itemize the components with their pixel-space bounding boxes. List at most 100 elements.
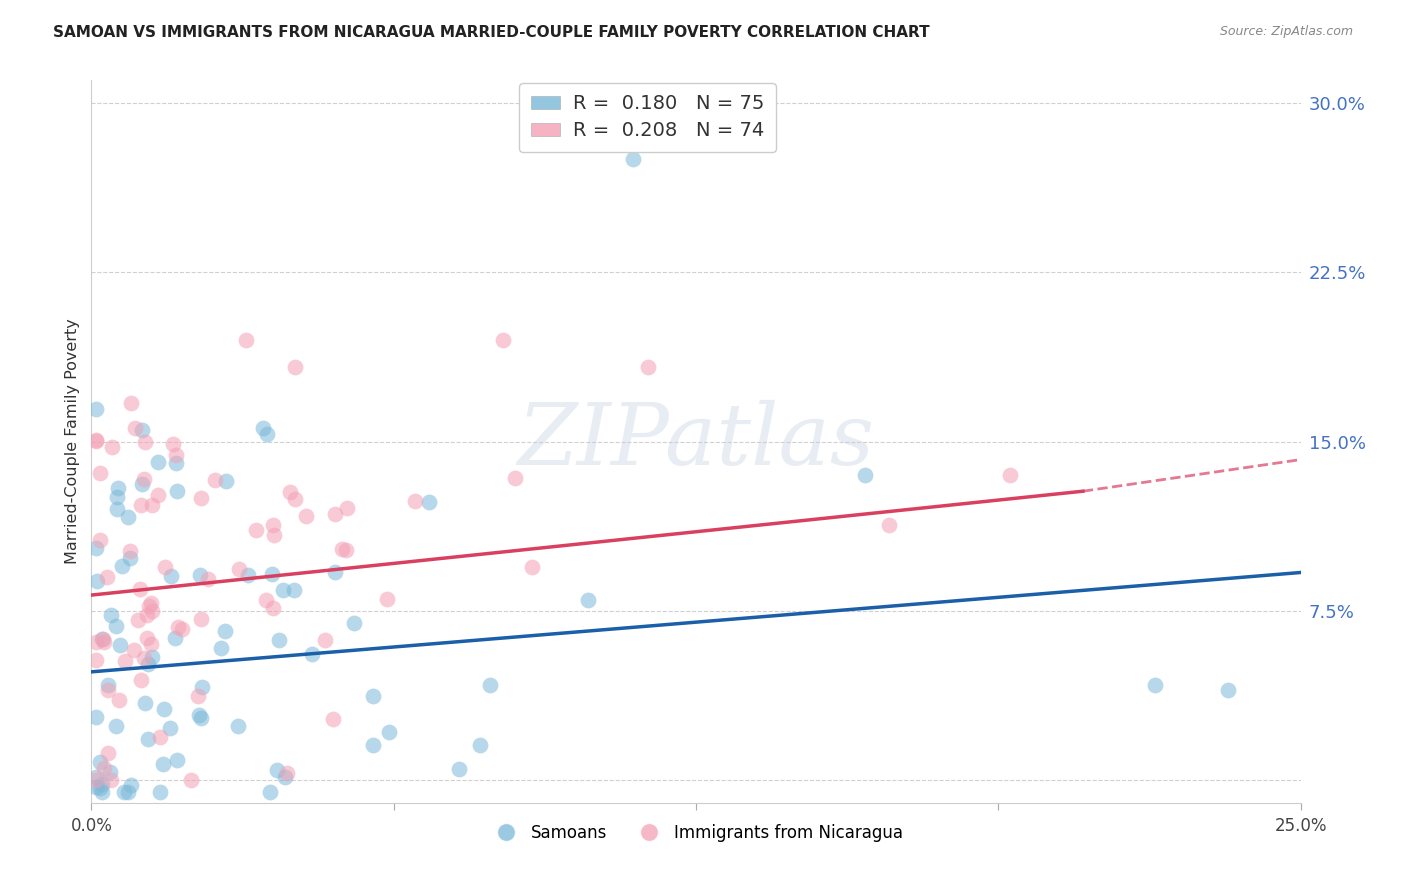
Point	[117, 510, 139, 524]
Point	[301, 647, 323, 661]
Point	[447, 762, 470, 776]
Point	[267, 632, 290, 647]
Point	[361, 738, 384, 752]
Point	[131, 423, 153, 437]
Point	[89, 756, 111, 770]
Point	[105, 502, 128, 516]
Point	[336, 501, 359, 516]
Point	[197, 572, 219, 586]
Point	[361, 689, 384, 703]
Text: Source: ZipAtlas.com: Source: ZipAtlas.com	[1219, 25, 1353, 38]
Point	[330, 542, 353, 557]
Point	[165, 448, 187, 462]
Point	[283, 582, 305, 597]
Point	[1000, 468, 1022, 483]
Point	[111, 558, 134, 573]
Point	[256, 592, 278, 607]
Point	[256, 426, 278, 441]
Point	[86, 574, 108, 589]
Point	[107, 481, 129, 495]
Point	[129, 498, 152, 512]
Point	[209, 641, 232, 656]
Point	[120, 778, 142, 792]
Point	[100, 440, 122, 454]
Point	[479, 678, 502, 692]
Point	[117, 784, 139, 798]
Point	[97, 682, 120, 697]
Point	[503, 471, 526, 485]
Point	[190, 612, 212, 626]
Point	[468, 738, 491, 752]
Point	[100, 608, 122, 623]
Point	[637, 359, 659, 374]
Point	[153, 702, 176, 716]
Point	[141, 649, 163, 664]
Point	[228, 562, 250, 576]
Point	[146, 488, 169, 502]
Point	[576, 593, 599, 607]
Point	[295, 509, 318, 524]
Point	[84, 770, 107, 784]
Point	[96, 570, 118, 584]
Point	[314, 632, 336, 647]
Point	[136, 657, 159, 672]
Point	[93, 761, 115, 775]
Point	[136, 731, 159, 746]
Point	[148, 455, 170, 469]
Point	[259, 784, 281, 798]
Point	[120, 395, 142, 409]
Point	[172, 622, 194, 636]
Point	[276, 766, 298, 780]
Point	[262, 518, 284, 533]
Point	[226, 719, 249, 733]
Point	[136, 607, 159, 622]
Point	[149, 730, 172, 744]
Text: ZIPatlas: ZIPatlas	[517, 401, 875, 483]
Point	[245, 524, 267, 538]
Point	[84, 710, 107, 724]
Point	[84, 402, 107, 417]
Point	[97, 678, 120, 692]
Point	[89, 466, 111, 480]
Point	[93, 634, 115, 648]
Point	[322, 712, 344, 726]
Point	[491, 333, 513, 347]
Point	[236, 567, 259, 582]
Point	[128, 582, 150, 596]
Point	[159, 569, 181, 583]
Point	[96, 746, 118, 760]
Point	[166, 483, 188, 498]
Point	[190, 711, 212, 725]
Point	[89, 781, 111, 796]
Point	[1216, 682, 1239, 697]
Point	[204, 473, 226, 487]
Point	[118, 551, 141, 566]
Point	[139, 596, 162, 610]
Point	[323, 566, 346, 580]
Point	[418, 495, 440, 509]
Point	[522, 559, 544, 574]
Point	[162, 437, 184, 451]
Point	[377, 591, 399, 606]
Point	[84, 780, 107, 794]
Point	[167, 620, 190, 634]
Point	[84, 634, 107, 648]
Point	[135, 631, 157, 645]
Legend: Samoans, Immigrants from Nicaragua: Samoans, Immigrants from Nicaragua	[482, 817, 910, 848]
Point	[84, 773, 107, 788]
Point	[262, 600, 284, 615]
Point	[91, 632, 114, 646]
Point	[124, 421, 146, 435]
Point	[152, 756, 174, 771]
Point	[252, 420, 274, 434]
Point	[108, 692, 131, 706]
Point	[187, 689, 209, 703]
Point	[108, 639, 131, 653]
Point	[141, 637, 163, 651]
Point	[274, 770, 297, 784]
Point	[335, 543, 357, 558]
Point	[166, 753, 188, 767]
Point	[84, 541, 107, 556]
Point	[84, 653, 107, 667]
Point	[214, 624, 236, 638]
